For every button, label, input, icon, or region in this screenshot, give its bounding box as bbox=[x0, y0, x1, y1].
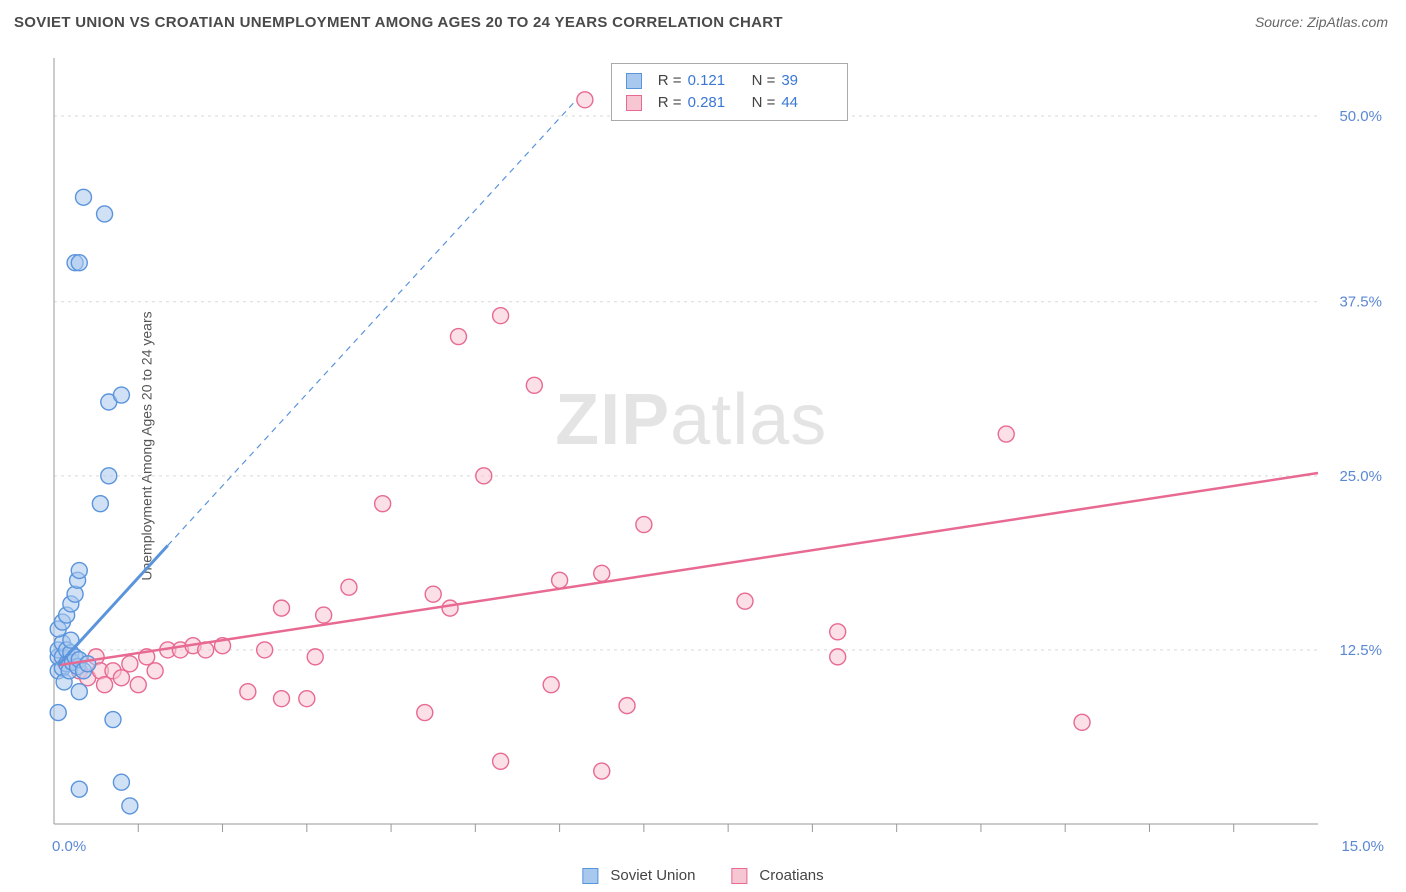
x-axis-min-label: 0.0% bbox=[52, 838, 86, 855]
legend-label: Soviet Union bbox=[610, 867, 695, 884]
stat-r-label: R = bbox=[658, 70, 682, 92]
stat-r-value: 0.121 bbox=[688, 70, 740, 92]
source-label: Source: ZipAtlas.com bbox=[1255, 14, 1388, 30]
svg-text:12.5%: 12.5% bbox=[1339, 642, 1382, 659]
legend-item-soviet: Soviet Union bbox=[582, 867, 695, 884]
stat-r-value: 0.281 bbox=[688, 92, 740, 114]
swatch-icon bbox=[626, 73, 642, 89]
scatter-chart: 12.5% 25.0% 37.5% 50.0% bbox=[48, 58, 1388, 844]
stats-legend-box: R = 0.121 N =39 R = 0.281 N =44 bbox=[611, 63, 849, 121]
svg-text:50.0%: 50.0% bbox=[1339, 108, 1382, 125]
chart-title: SOVIET UNION VS CROATIAN UNEMPLOYMENT AM… bbox=[14, 14, 783, 31]
svg-text:37.5%: 37.5% bbox=[1339, 294, 1382, 311]
stat-n-label: N = bbox=[752, 92, 776, 114]
svg-text:25.0%: 25.0% bbox=[1339, 468, 1382, 485]
swatch-icon bbox=[731, 868, 747, 884]
stat-n-label: N = bbox=[752, 70, 776, 92]
stat-r-label: R = bbox=[658, 92, 682, 114]
stats-row-soviet: R = 0.121 N =39 bbox=[626, 70, 834, 92]
stat-n-value: 44 bbox=[781, 92, 833, 114]
stats-row-croat: R = 0.281 N =44 bbox=[626, 92, 834, 114]
legend-label: Croatians bbox=[759, 867, 823, 884]
chart-area: 12.5% 25.0% 37.5% 50.0% R = 0.121 N =39 R = 0.2… bbox=[48, 58, 1388, 844]
legend-item-croat: Croatians bbox=[731, 867, 823, 884]
stat-n-value: 39 bbox=[781, 70, 833, 92]
swatch-icon bbox=[582, 868, 598, 884]
x-axis-max-label: 15.0% bbox=[1341, 838, 1384, 855]
swatch-icon bbox=[626, 95, 642, 111]
bottom-legend: Soviet Union Croatians bbox=[582, 867, 823, 884]
header: SOVIET UNION VS CROATIAN UNEMPLOYMENT AM… bbox=[0, 0, 1406, 44]
